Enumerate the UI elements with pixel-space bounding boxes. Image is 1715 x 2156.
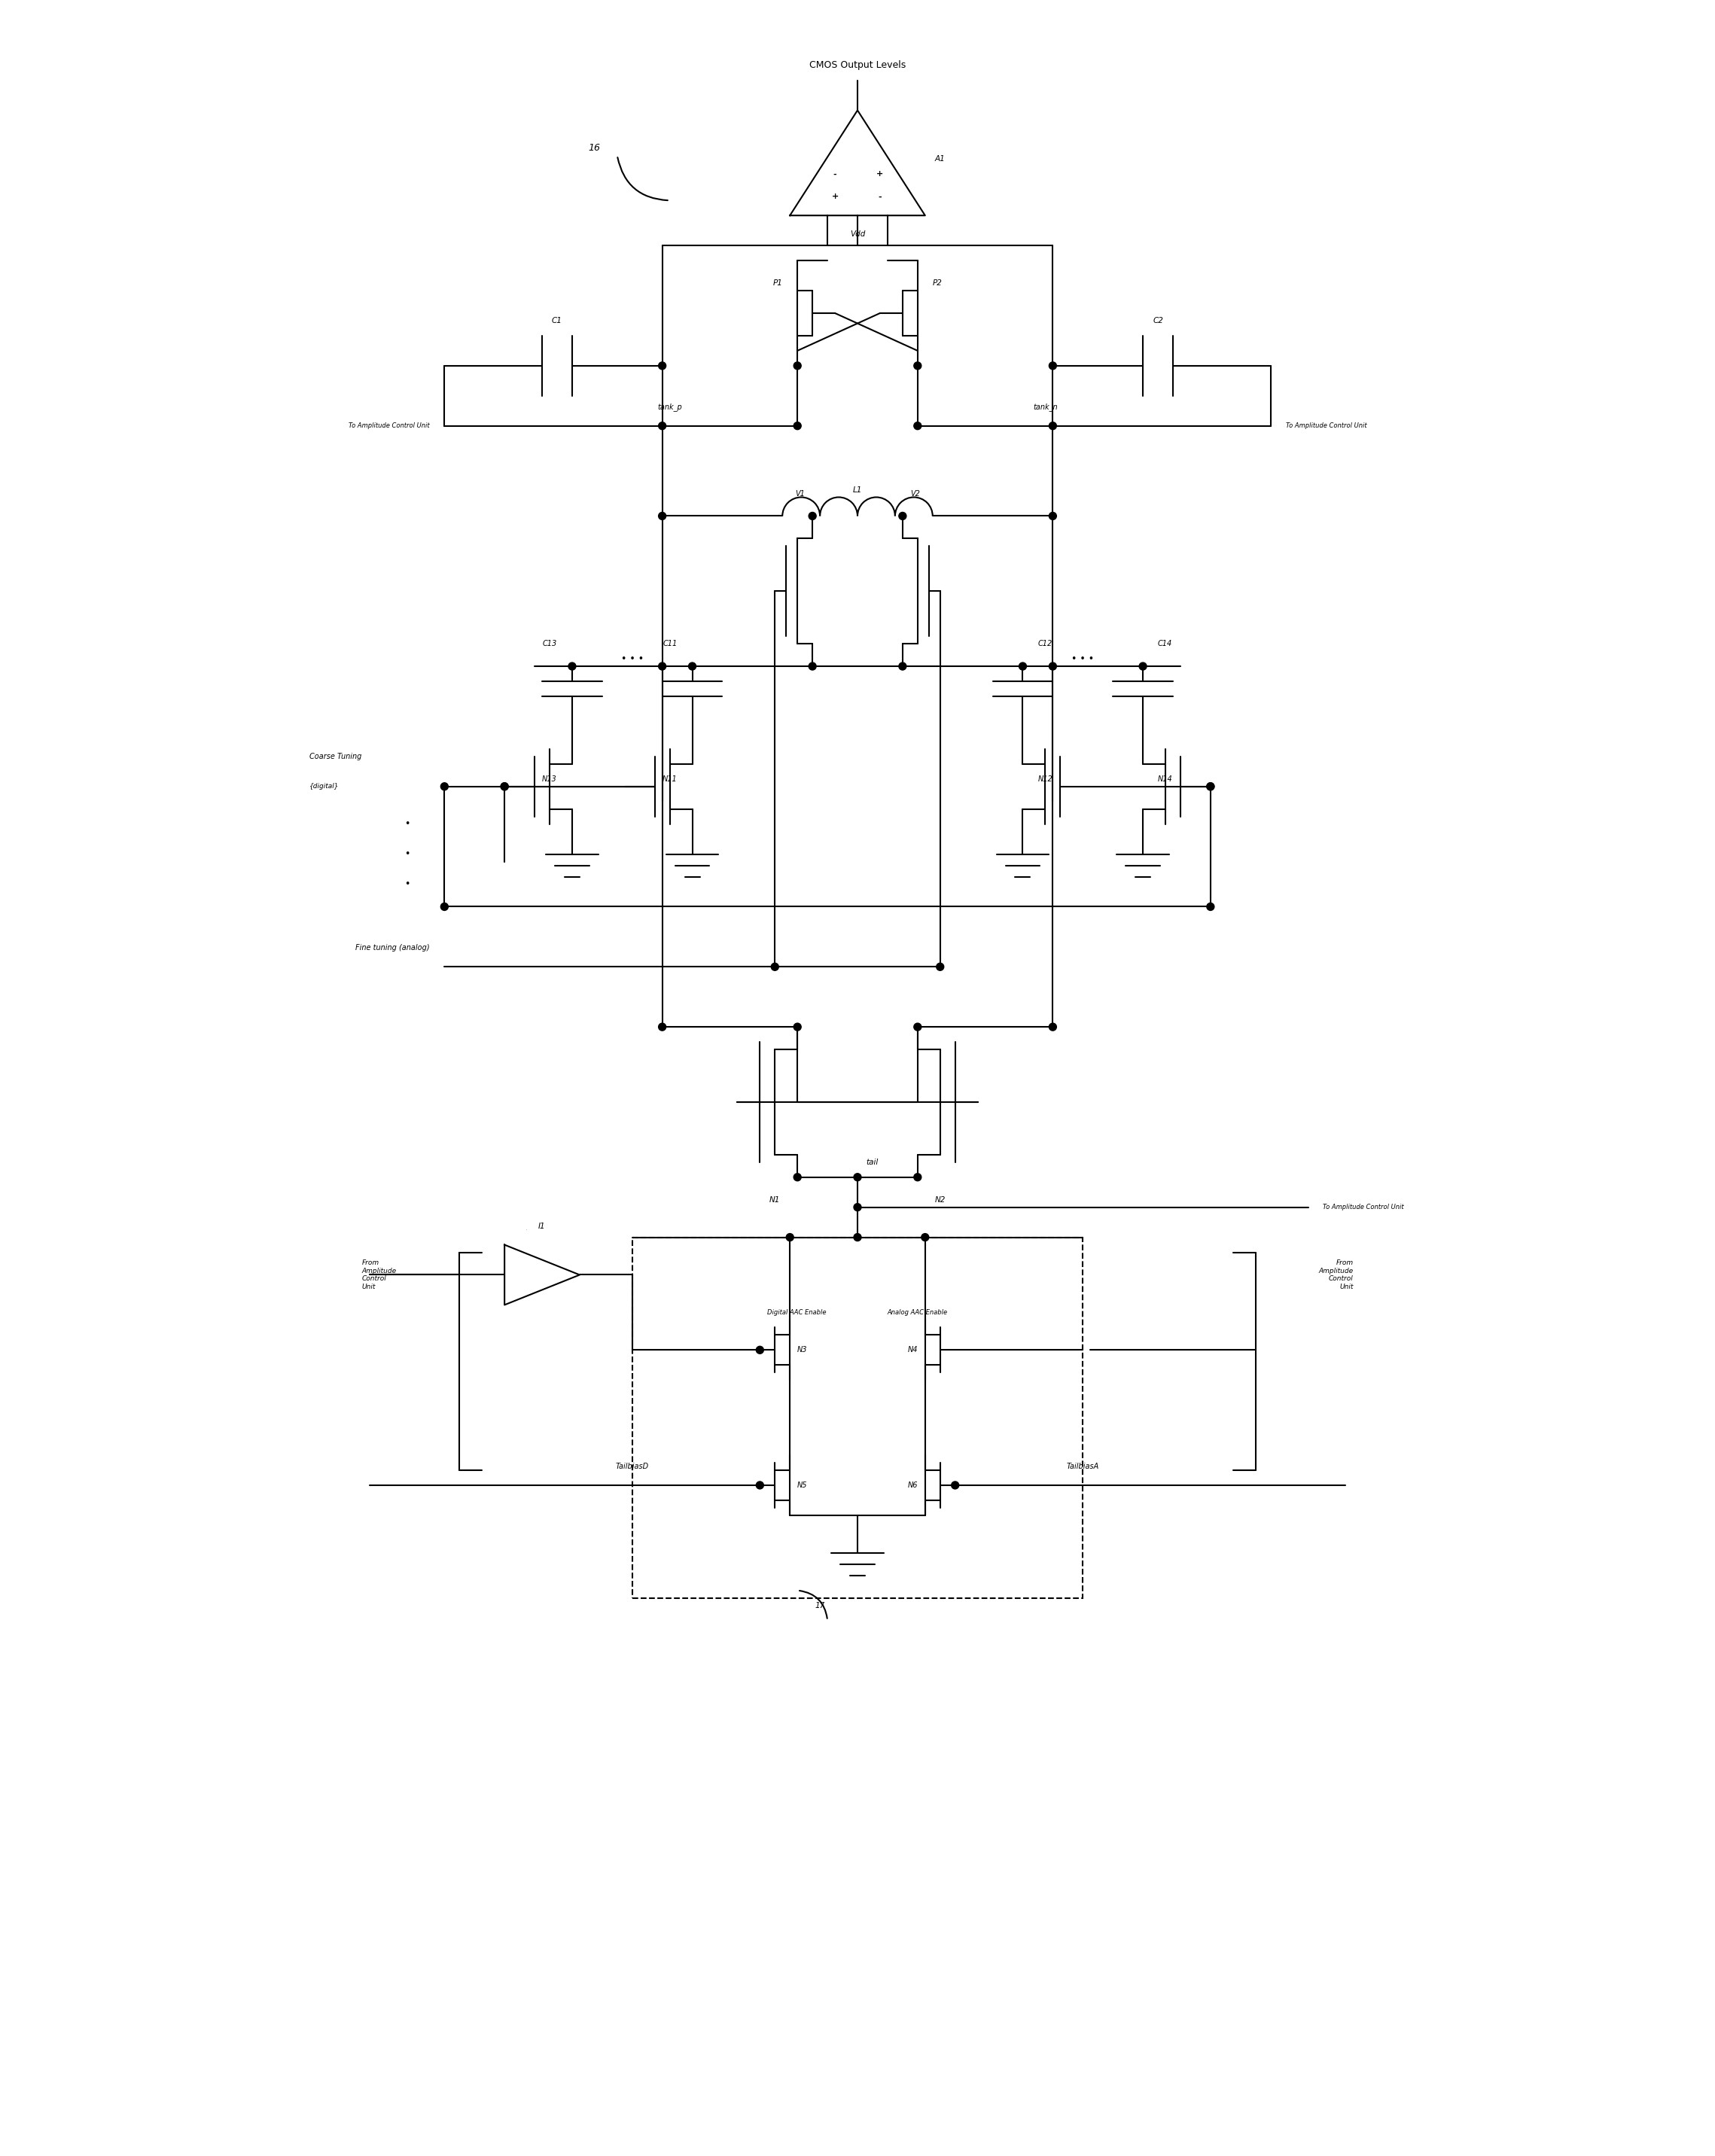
Text: N12: N12: [1038, 776, 1053, 783]
Circle shape: [794, 362, 801, 369]
Text: C13: C13: [542, 640, 557, 647]
Text: To Amplitude Control Unit: To Amplitude Control Unit: [1286, 423, 1367, 429]
Text: -: -: [878, 192, 882, 201]
Circle shape: [936, 964, 943, 970]
Circle shape: [794, 423, 801, 429]
Text: •: •: [405, 849, 410, 858]
Text: C1: C1: [552, 317, 563, 323]
Circle shape: [952, 1481, 959, 1490]
Bar: [633, 1238, 1082, 1598]
Circle shape: [809, 662, 816, 671]
Circle shape: [1050, 423, 1056, 429]
Text: +: +: [832, 192, 839, 201]
Circle shape: [1207, 783, 1214, 791]
Text: Fine tuning (analog): Fine tuning (analog): [355, 944, 429, 951]
Text: tank_p: tank_p: [657, 403, 683, 412]
Text: To Amplitude Control Unit: To Amplitude Control Unit: [1324, 1203, 1405, 1212]
Circle shape: [1050, 662, 1056, 671]
Text: C14: C14: [1158, 640, 1173, 647]
Text: I1: I1: [539, 1222, 545, 1229]
Circle shape: [441, 783, 448, 791]
Text: N1: N1: [770, 1197, 780, 1203]
Text: Analog AAC Enable: Analog AAC Enable: [887, 1309, 948, 1315]
Circle shape: [441, 903, 448, 910]
Text: N6: N6: [907, 1481, 918, 1490]
Text: 16: 16: [588, 142, 600, 153]
Text: V2: V2: [911, 489, 919, 498]
Text: tail: tail: [866, 1158, 878, 1166]
Circle shape: [688, 662, 696, 671]
Text: 17: 17: [815, 1602, 825, 1608]
Circle shape: [854, 1173, 861, 1181]
Circle shape: [921, 1233, 930, 1242]
Circle shape: [914, 1173, 921, 1181]
Circle shape: [914, 362, 921, 369]
Text: P1: P1: [773, 280, 782, 287]
Circle shape: [899, 513, 906, 520]
Text: V1: V1: [796, 489, 804, 498]
Text: C2: C2: [1152, 317, 1163, 323]
Circle shape: [501, 783, 508, 791]
Circle shape: [772, 964, 779, 970]
Circle shape: [659, 1024, 665, 1031]
Text: To Amplitude Control Unit: To Amplitude Control Unit: [348, 423, 429, 429]
Text: {digital}: {digital}: [309, 783, 340, 789]
Text: tank_n: tank_n: [1032, 403, 1058, 412]
Circle shape: [659, 423, 665, 429]
Circle shape: [568, 662, 576, 671]
Circle shape: [1050, 362, 1056, 369]
Circle shape: [659, 662, 665, 671]
Text: • • •: • • •: [621, 653, 643, 664]
Text: Digital AAC Enable: Digital AAC Enable: [767, 1309, 827, 1315]
Text: From
Amplitude
Control
Unit: From Amplitude Control Unit: [1319, 1259, 1353, 1289]
Circle shape: [794, 1024, 801, 1031]
Text: N13: N13: [542, 776, 557, 783]
Text: N3: N3: [797, 1345, 808, 1354]
Circle shape: [659, 362, 665, 369]
Circle shape: [1139, 662, 1147, 671]
Circle shape: [756, 1481, 763, 1490]
Circle shape: [1019, 662, 1027, 671]
Text: N2: N2: [935, 1197, 945, 1203]
Circle shape: [1207, 903, 1214, 910]
Text: N14: N14: [1158, 776, 1173, 783]
Circle shape: [914, 1024, 921, 1031]
Text: +: +: [876, 170, 883, 179]
Circle shape: [1050, 513, 1056, 520]
Circle shape: [756, 1345, 763, 1354]
Text: C11: C11: [662, 640, 677, 647]
Text: A1: A1: [935, 155, 945, 164]
Text: Coarse Tuning: Coarse Tuning: [309, 752, 362, 761]
Text: C12: C12: [1038, 640, 1053, 647]
Text: TailbiasD: TailbiasD: [616, 1462, 648, 1470]
Text: TailbiasA: TailbiasA: [1067, 1462, 1099, 1470]
Text: CMOS Output Levels: CMOS Output Levels: [809, 60, 906, 71]
Text: -: -: [833, 170, 837, 179]
Circle shape: [501, 783, 508, 791]
Circle shape: [809, 513, 816, 520]
Circle shape: [854, 1233, 861, 1242]
Text: • • •: • • •: [1072, 653, 1094, 664]
Text: N5: N5: [797, 1481, 808, 1490]
Circle shape: [1050, 1024, 1056, 1031]
Text: •: •: [405, 880, 410, 888]
Circle shape: [899, 662, 906, 671]
Text: P2: P2: [933, 280, 942, 287]
Text: •: •: [405, 819, 410, 828]
Text: L1: L1: [852, 485, 863, 494]
Text: Vdd: Vdd: [851, 231, 864, 237]
Circle shape: [659, 513, 665, 520]
Circle shape: [914, 423, 921, 429]
Text: From
Amplitude
Control
Unit: From Amplitude Control Unit: [362, 1259, 396, 1289]
Circle shape: [854, 1203, 861, 1212]
Circle shape: [1207, 783, 1214, 791]
Text: N4: N4: [907, 1345, 918, 1354]
Text: N11: N11: [662, 776, 677, 783]
Circle shape: [794, 1173, 801, 1181]
Circle shape: [785, 1233, 794, 1242]
